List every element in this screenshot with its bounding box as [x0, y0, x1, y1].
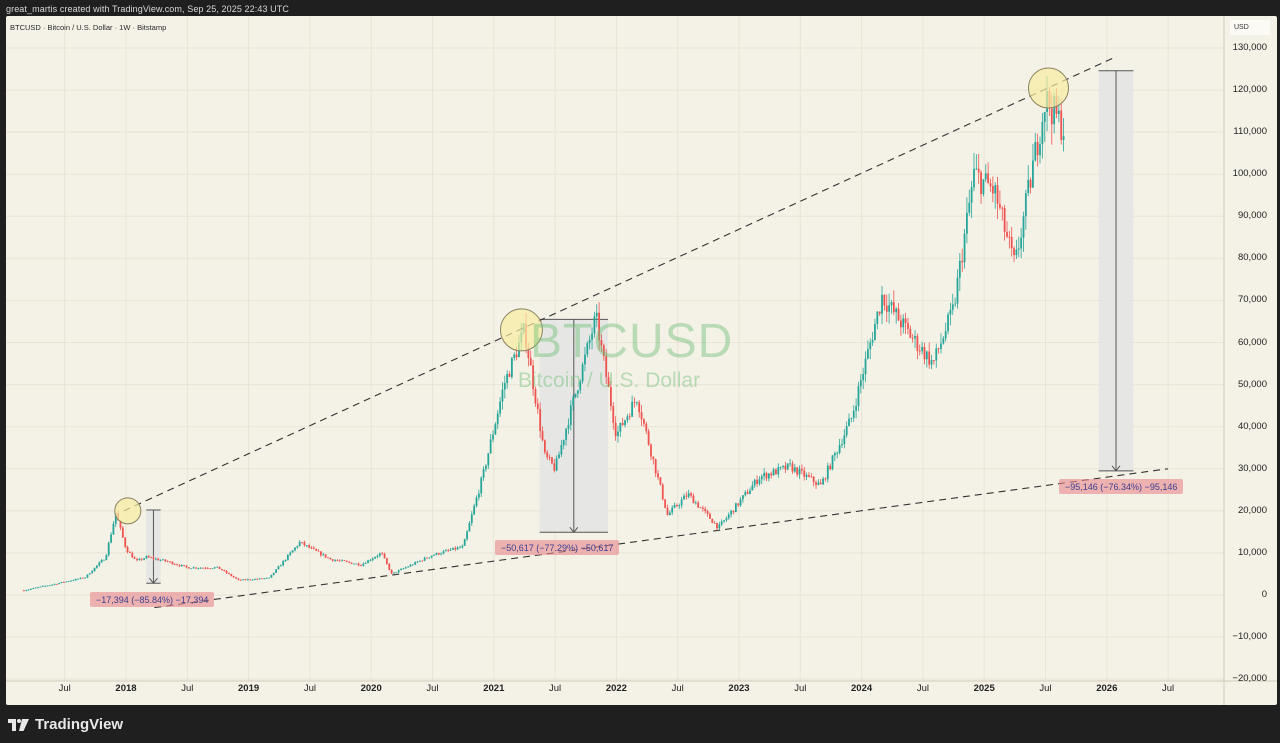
highlight-circle-0 [114, 497, 142, 525]
highlight-circle-1 [499, 308, 543, 352]
price-tick-label: 40,000 [1237, 420, 1267, 432]
price-tick-label: 30,000 [1237, 462, 1267, 474]
price-tick-label: 120,000 [1232, 84, 1267, 96]
time-tick-label: 2023 [728, 683, 750, 694]
time-tick-label: 2024 [851, 683, 873, 694]
time-tick-label: Jul [1162, 683, 1175, 694]
tradingview-brand: TradingView [35, 716, 124, 733]
price-tick-label: 80,000 [1237, 252, 1267, 264]
grid-lines [6, 16, 1224, 681]
measure-tool-0 [146, 509, 161, 585]
currency-badge[interactable]: USD [1230, 20, 1270, 35]
price-chart-canvas[interactable] [6, 16, 1277, 705]
measure-tool-2 [1098, 70, 1134, 472]
time-tick-label: 2019 [238, 683, 260, 694]
trendline-upper-resistance [123, 55, 1118, 512]
time-tick-label: 2018 [115, 683, 137, 694]
measure-label-2018[interactable]: −17,394 (−85.84%) −17,394 [90, 592, 215, 607]
tradingview-logo-icon [8, 718, 29, 731]
time-tick-label: 2021 [483, 683, 505, 694]
chart-pane[interactable]: BTCUSD · Bitcoin / U.S. Dollar · 1W · Bi… [6, 16, 1277, 705]
symbol-title[interactable]: BTCUSD · Bitcoin / U.S. Dollar · 1W · Bi… [10, 23, 167, 32]
price-tick-label: −10,000 [1232, 631, 1267, 643]
price-tick-label: 90,000 [1237, 210, 1267, 222]
time-tick-label: Jul [916, 683, 929, 694]
time-tick-label: Jul [1039, 683, 1052, 694]
price-tick-label: 60,000 [1237, 336, 1267, 348]
price-tick-label: 10,000 [1237, 546, 1267, 558]
trendline-lower-support [154, 468, 1168, 609]
candlestick-series [22, 76, 1065, 592]
measure-label-2021[interactable]: −50,617 (−77.29%) −50,617 [495, 540, 620, 555]
time-tick-label: Jul [426, 683, 439, 694]
highlight-circle-2 [1028, 67, 1069, 109]
time-tick-label: Jul [549, 683, 562, 694]
price-tick-label: 130,000 [1232, 42, 1267, 53]
time-tick-label: Jul [58, 683, 71, 694]
price-tick-label: 20,000 [1237, 504, 1267, 516]
time-tick-label: Jul [181, 683, 194, 694]
time-tick-label: Jul [671, 683, 684, 694]
price-tick-label: 70,000 [1237, 294, 1267, 306]
time-tick-label: 2025 [973, 683, 995, 694]
measure-label-2025[interactable]: −95,146 (−76.34%) −95,146 [1059, 479, 1184, 494]
price-tick-label: −20,000 [1232, 673, 1267, 685]
time-tick-label: Jul [794, 683, 807, 694]
price-tick-label: 110,000 [1233, 126, 1267, 138]
time-tick-label: 2020 [360, 683, 382, 694]
price-tick-label: 0 [1261, 589, 1267, 600]
measure-tool-1 [539, 318, 608, 534]
tradingview-logo[interactable]: TradingView [8, 716, 123, 733]
time-tick-label: Jul [303, 683, 316, 694]
time-tick-label: 2026 [1096, 683, 1118, 694]
price-tick-label: 50,000 [1237, 378, 1267, 390]
time-tick-label: 2022 [605, 683, 627, 694]
chart-caption: great_martis created with TradingView.co… [6, 4, 289, 14]
price-tick-label: 100,000 [1232, 168, 1267, 180]
